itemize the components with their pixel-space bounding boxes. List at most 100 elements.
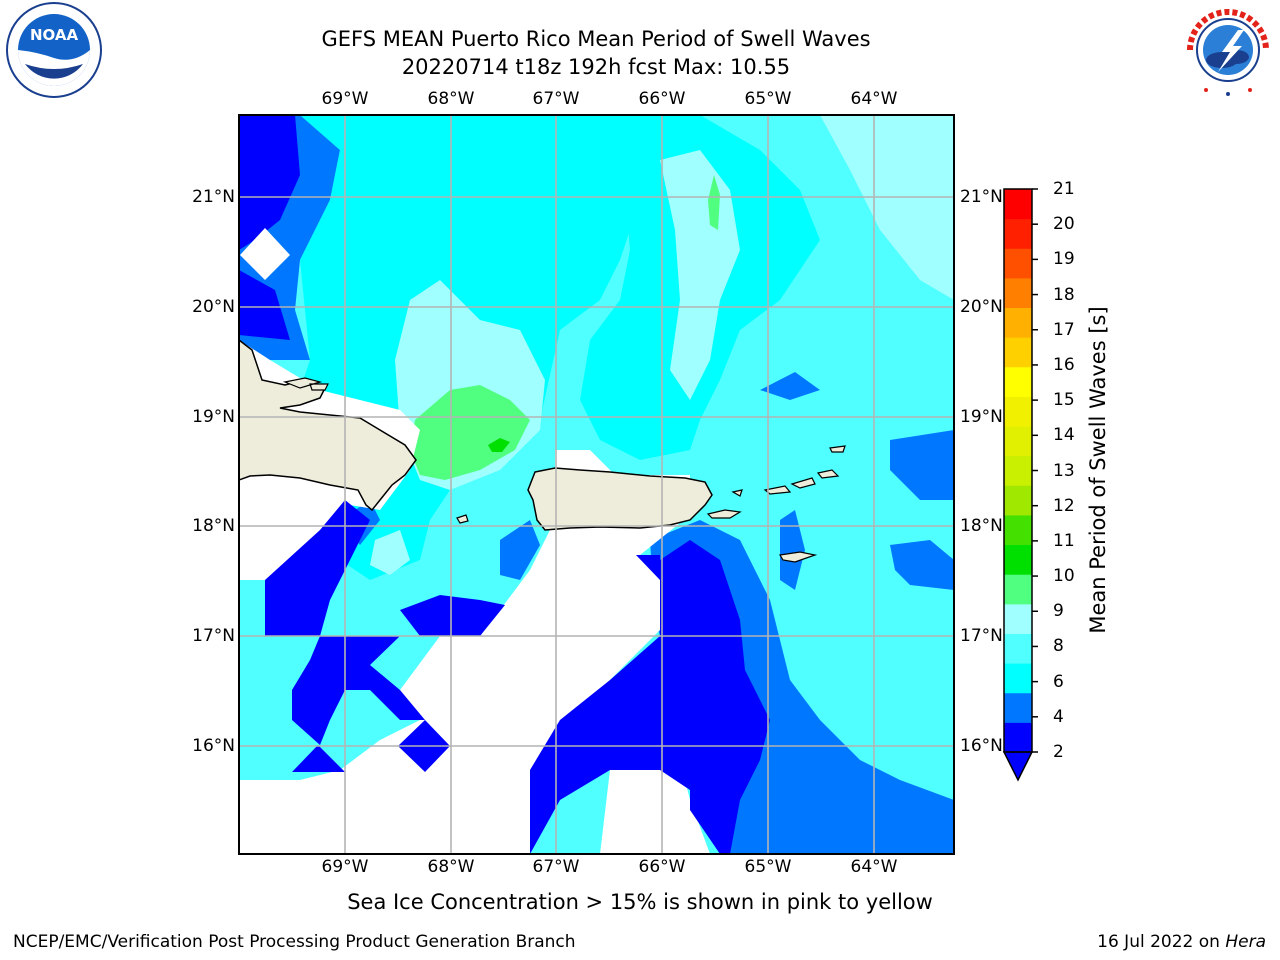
lat-label-right: 18°N (960, 516, 1003, 536)
period-8-9-region (370, 530, 410, 575)
lat-label-right: 20°N (960, 297, 1003, 317)
colorbar-tick-label: 17 (1053, 319, 1075, 340)
colorbar-segment (1004, 455, 1032, 486)
lon-label-top: 65°W (744, 89, 792, 109)
colorbar-segment (1004, 189, 1032, 220)
colorbar-tick-label: 12 (1053, 495, 1075, 516)
lon-label-bottom: 69°W (321, 857, 369, 877)
no-data-region (240, 228, 290, 280)
nws-logo (1178, 2, 1278, 102)
period-2-4-region (780, 510, 805, 590)
period-2-4-region (500, 520, 540, 580)
lon-label-bottom: 67°W (532, 857, 580, 877)
colorbar-tick-label: 21 (1053, 179, 1075, 199)
colorbar-segment (1004, 337, 1032, 368)
period-0-2-region (636, 555, 660, 580)
colorbar-segment (1004, 248, 1032, 279)
period-0-2-region (239, 115, 300, 250)
colorbar-segment (1004, 603, 1032, 634)
colorbar-segment (1004, 722, 1032, 753)
colorbar-tick-label: 8 (1053, 636, 1064, 657)
footer-date-text: 16 Jul 2022 on (1097, 932, 1226, 952)
sea-ice-caption: Sea Ice Concentration > 15% is shown in … (347, 890, 933, 914)
lat-label-right: 16°N (960, 736, 1003, 756)
svg-text:NOAA: NOAA (30, 26, 79, 44)
map-title: GEFS MEAN Puerto Rico Mean Period of Swe… (321, 27, 871, 51)
colorbar-segment (1004, 514, 1032, 546)
hispaniola-north-islands (282, 377, 329, 391)
period-2-4-region (890, 430, 954, 500)
period-9-10-region (708, 175, 720, 230)
vieques-island (706, 509, 742, 519)
colorbar-tick-label: 4 (1053, 706, 1064, 727)
colorbar-tick-label: 9 (1053, 601, 1064, 622)
lon-label-top: 68°W (427, 89, 475, 109)
lon-label-bottom: 66°W (638, 857, 686, 877)
lat-label-right: 17°N (960, 626, 1003, 646)
footer-date: 16 Jul 2022 on Hera (1097, 932, 1266, 952)
colorbar-label: Mean Period of Swell Waves [s] (1086, 306, 1110, 634)
period-9-10-region (410, 385, 530, 480)
colorbar-segment (1004, 426, 1032, 457)
colorbar-segment (1004, 544, 1032, 575)
period-0-2-region (292, 745, 345, 772)
colorbar-segment (1004, 366, 1032, 397)
colorbar-tick-label: 6 (1053, 671, 1064, 692)
period-0-2-region (292, 636, 425, 745)
lon-label-bottom: 64°W (850, 857, 898, 877)
colorbar-tick-label: 2 (1053, 742, 1064, 762)
colorbar-tick-label: 19 (1053, 249, 1075, 270)
period-0-2-region (239, 270, 290, 340)
virgin-islands (731, 445, 846, 563)
mona-island (456, 514, 469, 524)
colorbar-tick-label: 10 (1053, 566, 1075, 587)
map-subtitle: 20220714 t18z 192h fcst Max: 10.55 (401, 55, 791, 79)
lon-label-top: 64°W (850, 89, 898, 109)
graticule (239, 115, 954, 854)
footer-host: Hera (1225, 932, 1266, 952)
colorbar-segment (1004, 574, 1032, 605)
lat-label-left: 17°N (192, 626, 235, 646)
map-frame (238, 114, 955, 855)
colorbar-tick-label: 18 (1053, 284, 1075, 305)
lat-label-left: 16°N (192, 736, 235, 756)
lat-label-left: 18°N (192, 516, 235, 536)
footer-credit: NCEP/EMC/Verification Post Processing Pr… (13, 932, 576, 952)
period-0-2-region (400, 595, 505, 636)
noaa-logo: NOAA (3, 2, 105, 102)
colorbar-tick-label: 20 (1053, 214, 1075, 235)
colorbar-tick-label: 13 (1053, 460, 1075, 481)
colorbar-tick-label: 15 (1053, 390, 1075, 411)
colorbar-segment (1004, 663, 1032, 694)
lon-label-bottom: 68°W (427, 857, 475, 877)
lat-label-left: 21°N (192, 187, 235, 207)
colorbar-segment (1004, 633, 1032, 664)
colorbar-tick-label: 11 (1053, 530, 1075, 551)
no-data-region (239, 450, 690, 854)
colorbar-segment (1004, 485, 1032, 516)
lat-label-left: 20°N (192, 297, 235, 317)
puerto-rico-land (527, 467, 713, 531)
period-2-4-region (890, 540, 954, 590)
colorbar-segment (1004, 307, 1032, 338)
lat-label-right: 21°N (960, 187, 1003, 207)
colorbar-segment (1004, 692, 1032, 723)
lon-label-top: 69°W (321, 89, 369, 109)
colorbar-tick-label: 16 (1053, 354, 1075, 375)
colorbar-segment (1004, 218, 1032, 249)
colorbar-segment (1004, 396, 1032, 427)
period-2-4-region (760, 372, 820, 400)
lat-label-right: 19°N (960, 407, 1003, 427)
lon-label-top: 66°W (638, 89, 686, 109)
colorbar-segment (1004, 277, 1032, 309)
period-8-9-region (660, 150, 740, 400)
lat-label-left: 19°N (192, 407, 235, 427)
lon-label-bottom: 65°W (744, 857, 792, 877)
colorbar-tick-label: 14 (1053, 425, 1075, 446)
colorbar-extend-arrow (1002, 751, 1034, 782)
period-0-2-region (530, 540, 770, 854)
period-0-2-region (265, 500, 370, 636)
lon-label-top: 67°W (532, 89, 580, 109)
